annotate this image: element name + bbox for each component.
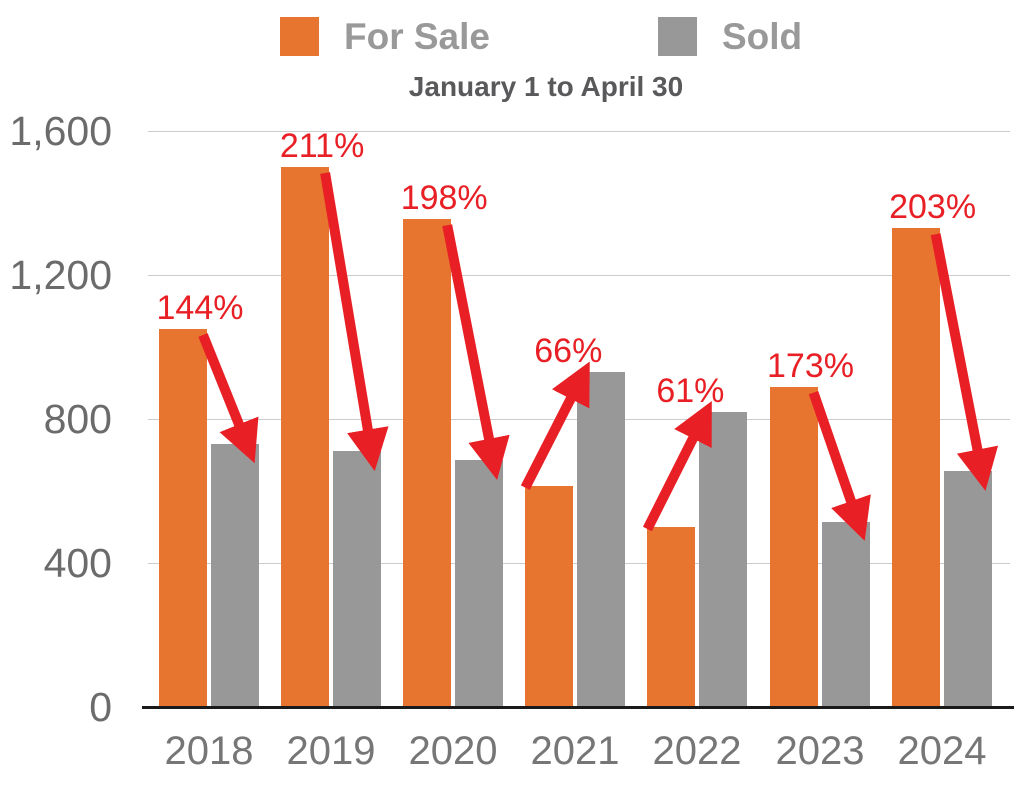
bar-sold-2022: [699, 411, 748, 707]
ratio-label-2020: 198%: [400, 179, 488, 218]
bar-sold-2024: [943, 471, 992, 707]
ratio-label-2023: 173%: [767, 346, 854, 385]
y-tick-800: 800: [43, 396, 112, 442]
bar-for-sale-2019: [281, 167, 330, 707]
gridline-1600: [148, 131, 1010, 132]
trend-arrow-2022: [642, 401, 712, 532]
ratio-label-2024: 203%: [889, 188, 977, 227]
legend-swatch-sold: [658, 17, 697, 56]
bar-sold-2021: [577, 372, 626, 707]
trend-arrow-2021: [520, 361, 590, 490]
ratio-label-2021: 66%: [534, 332, 603, 371]
plot-area: 144% 211% 198% 66% 61% 173% 203%: [142, 127, 1014, 709]
trend-arrow-2020: [442, 224, 510, 481]
x-tick-2018: 2018: [164, 729, 254, 773]
bar-sold-2018: [211, 444, 259, 707]
x-tick-2023: 2023: [775, 729, 865, 773]
bar-for-sale-2023: [769, 386, 818, 707]
trend-arrow-2018: [198, 333, 259, 464]
x-tick-2024: 2024: [897, 729, 987, 773]
trend-arrows-layer: [198, 172, 999, 541]
bar-sold-2023: [821, 521, 870, 707]
trend-arrow-2023: [808, 390, 871, 541]
ratio-label-2019: 211%: [279, 127, 365, 165]
bar-for-sale-2018: [159, 329, 207, 707]
gridline-1200: [148, 275, 1010, 276]
y-tick-1200: 1,200: [9, 252, 112, 298]
bar-sold-2019: [333, 451, 382, 707]
trend-arrow-2019: [320, 172, 389, 472]
x-tick-2021: 2021: [530, 729, 620, 773]
y-tick-400: 400: [43, 540, 112, 586]
bar-for-sale-2021: [525, 485, 574, 707]
legend-label-sold: Sold: [722, 16, 803, 57]
bar-sold-2020: [455, 460, 504, 707]
y-tick-0: 0: [89, 684, 112, 730]
bar-for-sale-2022: [647, 527, 696, 707]
legend-item-for-sale: For Sale: [280, 17, 490, 56]
chart-subtitle: January 1 to April 30: [408, 71, 684, 102]
bar-for-sale-2020: [403, 219, 452, 707]
bar-for-sale-2024: [891, 228, 940, 707]
trend-arrow-2024: [930, 233, 999, 491]
x-tick-2020: 2020: [408, 729, 498, 773]
x-tick-2022: 2022: [652, 729, 742, 773]
x-axis-line: [142, 706, 1014, 709]
x-tick-2019: 2019: [286, 729, 376, 773]
ratio-label-2022: 61%: [656, 371, 725, 410]
legend-item-sold: Sold: [658, 17, 802, 56]
legend-label-for-sale: For Sale: [344, 16, 490, 57]
legend-swatch-for-sale: [280, 17, 319, 56]
ratio-label-2018: 144%: [156, 289, 244, 327]
y-tick-1600: 1,600: [9, 108, 112, 154]
